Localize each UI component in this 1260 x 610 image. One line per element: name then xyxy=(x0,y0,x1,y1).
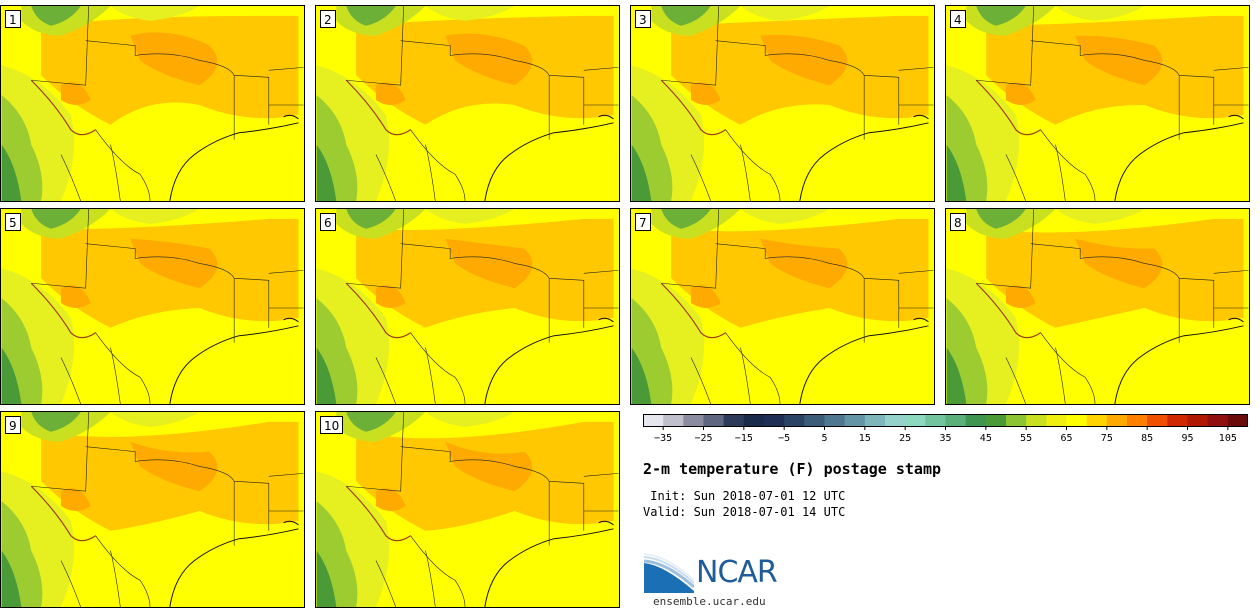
colorbar-tick-label: −25 xyxy=(694,433,712,444)
colorbar-swatch xyxy=(1086,414,1108,427)
colorbar-graphic: −35−25−15−55152535455565758595105115 xyxy=(643,414,1248,444)
colorbar-swatch xyxy=(723,414,745,427)
map-panel-1: 1 xyxy=(0,5,305,202)
map-graphic xyxy=(946,209,1249,404)
colorbar-tick-label: 5 xyxy=(821,433,827,444)
colorbar-swatch xyxy=(844,414,866,427)
colorbar-swatch xyxy=(1207,414,1229,427)
map-panel-2: 2 xyxy=(315,5,620,202)
colorbar-tick-label: 65 xyxy=(1060,433,1072,444)
colorbar-tick-label: 85 xyxy=(1141,433,1153,444)
colorbar-tick-label: 15 xyxy=(859,433,871,444)
map-panel-6: 6 xyxy=(315,208,620,405)
colorbar-swatch xyxy=(804,414,825,427)
map-panel-9: 9 xyxy=(0,411,305,608)
colorbar-swatch xyxy=(1167,414,1188,427)
colorbar-swatch xyxy=(784,414,805,427)
colorbar-tick-label: 75 xyxy=(1101,433,1113,444)
map-panel-7: 7 xyxy=(630,208,935,405)
colorbar-tick-label: 35 xyxy=(939,433,951,444)
panel-number: 10 xyxy=(320,416,344,434)
map-graphic xyxy=(631,209,934,404)
map-graphic xyxy=(316,209,619,404)
colorbar-tick-label: 55 xyxy=(1020,433,1032,444)
map-panel-8: 8 xyxy=(945,208,1250,405)
colorbar-swatch xyxy=(1147,414,1168,427)
colorbar-swatch xyxy=(925,414,946,427)
valid-time: Valid: Sun 2018-07-01 14 UTC xyxy=(643,505,846,519)
panel-number: 7 xyxy=(635,213,651,231)
colorbar-swatch xyxy=(703,414,725,427)
map-graphic xyxy=(631,6,934,201)
colorbar-swatch xyxy=(1227,414,1248,427)
ncar-swoosh-icon xyxy=(643,553,694,593)
ncar-logo: NCAR ensemble.ucar.edu xyxy=(642,553,802,609)
colorbar-tick-label: 105 xyxy=(1219,433,1237,444)
colorbar-tick-label: −15 xyxy=(735,433,753,444)
colorbar-tick-label: 95 xyxy=(1181,433,1193,444)
colorbar-swatch xyxy=(885,414,906,427)
colorbar-swatch xyxy=(905,414,926,427)
map-panel-5: 5 xyxy=(0,208,305,405)
map-graphic xyxy=(316,412,619,607)
init-time: Init: Sun 2018-07-01 12 UTC xyxy=(643,489,846,503)
logo-url: ensemble.ucar.edu xyxy=(653,595,766,608)
colorbar-swatch xyxy=(985,414,1007,427)
colorbar-swatch xyxy=(643,414,664,427)
colorbar-swatch xyxy=(743,414,765,427)
colorbar-swatch xyxy=(864,414,886,427)
map-graphic xyxy=(316,6,619,201)
colorbar-swatch xyxy=(764,414,785,427)
map-panel-4: 4 xyxy=(945,5,1250,202)
colorbar-swatch xyxy=(663,414,684,427)
colorbar-swatch xyxy=(1106,414,1128,427)
map-graphic xyxy=(1,209,304,404)
temperature-colorbar: −35−25−15−55152535455565758595105115 xyxy=(643,414,1248,444)
map-graphic xyxy=(1,412,304,607)
colorbar-tick-label: −5 xyxy=(778,433,790,444)
colorbar-swatch xyxy=(824,414,846,427)
colorbar-swatch xyxy=(1006,414,1027,427)
map-panel-10: 10 xyxy=(315,411,620,608)
panel-number: 2 xyxy=(320,10,336,28)
colorbar-swatch xyxy=(945,414,967,427)
colorbar-swatch xyxy=(1066,414,1088,427)
panel-number: 1 xyxy=(5,10,21,28)
colorbar-swatch xyxy=(1127,414,1148,427)
panel-number: 5 xyxy=(5,213,21,231)
colorbar-swatch xyxy=(965,414,987,427)
colorbar-swatch xyxy=(1046,414,1067,427)
panel-number: 4 xyxy=(950,10,966,28)
panel-number: 3 xyxy=(635,10,651,28)
colorbar-swatch xyxy=(1187,414,1209,427)
map-panel-3: 3 xyxy=(630,5,935,202)
colorbar-swatch xyxy=(683,414,704,427)
colorbar-tick-label: 45 xyxy=(980,433,992,444)
logo-wordmark: NCAR xyxy=(696,555,778,590)
colorbar-swatch xyxy=(1026,414,1047,427)
colorbar-tick-label: 25 xyxy=(899,433,911,444)
figure-title: 2-m temperature (F) postage stamp xyxy=(643,460,942,478)
panel-number: 8 xyxy=(950,213,966,231)
colorbar-tick-label: −35 xyxy=(654,433,672,444)
map-graphic xyxy=(1,6,304,201)
panel-number: 9 xyxy=(5,416,21,434)
map-graphic xyxy=(946,6,1249,201)
panel-number: 6 xyxy=(320,213,336,231)
